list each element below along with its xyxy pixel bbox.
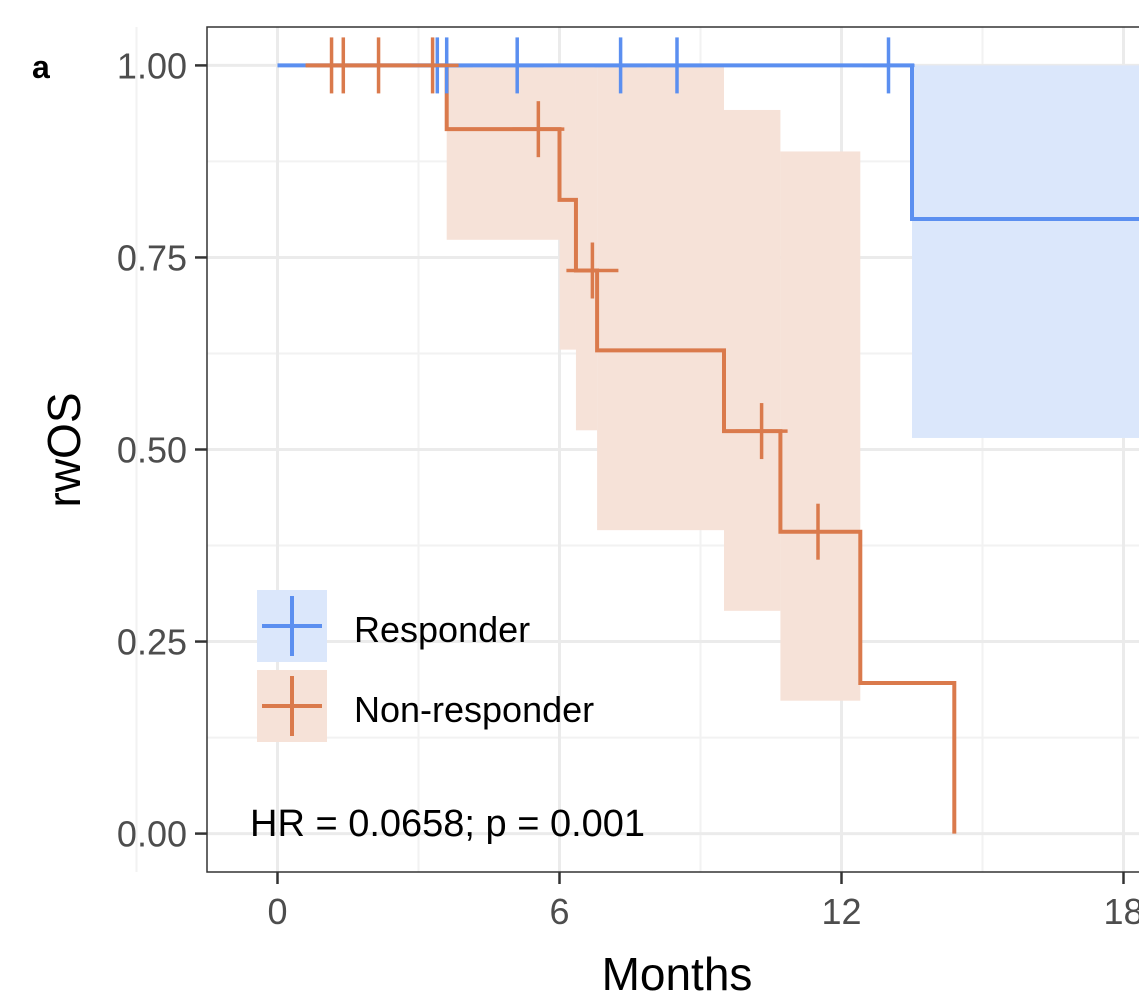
legend: Responder Non-responder [257, 590, 594, 742]
y-tick-label: 0.00 [117, 814, 187, 855]
ci-band-non-responder [724, 109, 781, 611]
legend-label-responder: Responder [354, 609, 530, 650]
ci-band-responder [912, 65, 1139, 438]
censor-mark-responder [594, 37, 647, 94]
censor-mark-responder [862, 37, 915, 94]
survival-curves [277, 37, 1139, 834]
legend-key-responder [257, 590, 327, 662]
x-tick-label: 6 [549, 891, 569, 932]
legend-label-non-responder: Non-responder [354, 689, 594, 730]
panel-label: a [32, 49, 50, 85]
x-tick-label: 12 [821, 891, 861, 932]
ci-band-non-responder [575, 65, 598, 431]
censor-mark-non-responder [512, 101, 565, 158]
x-tick-label: 18 [1103, 891, 1139, 932]
x-axis-title: Months [602, 948, 753, 997]
ci-band-non-responder [446, 65, 560, 240]
hr-annotation: HR = 0.0658; p = 0.001 [250, 803, 645, 845]
censor-mark-non-responder [352, 37, 405, 94]
censor-mark-non-responder [735, 403, 788, 460]
censor-mark-responder [651, 37, 703, 94]
y-tick-label: 0.25 [117, 622, 187, 663]
ci-band-non-responder [559, 65, 576, 350]
x-tick-label: 0 [267, 891, 287, 932]
legend-key-non-responder [257, 670, 327, 742]
axes: 0 6 12 18 0.00 0.25 0.50 0.75 1.00 [117, 45, 1139, 932]
y-tick-label: 1.00 [117, 45, 187, 86]
censor-mark-responder [491, 37, 544, 94]
y-tick-label: 0.50 [117, 430, 187, 471]
ci-band-non-responder [780, 151, 861, 701]
censor-mark-non-responder [792, 503, 844, 560]
y-tick-label: 0.75 [117, 237, 187, 278]
ci-band-non-responder [597, 65, 724, 531]
censor-mark-non-responder [566, 242, 619, 299]
confidence-bands [446, 65, 1139, 701]
y-axis-title: rwOS [38, 393, 90, 508]
censor-mark-non-responder [406, 37, 459, 94]
